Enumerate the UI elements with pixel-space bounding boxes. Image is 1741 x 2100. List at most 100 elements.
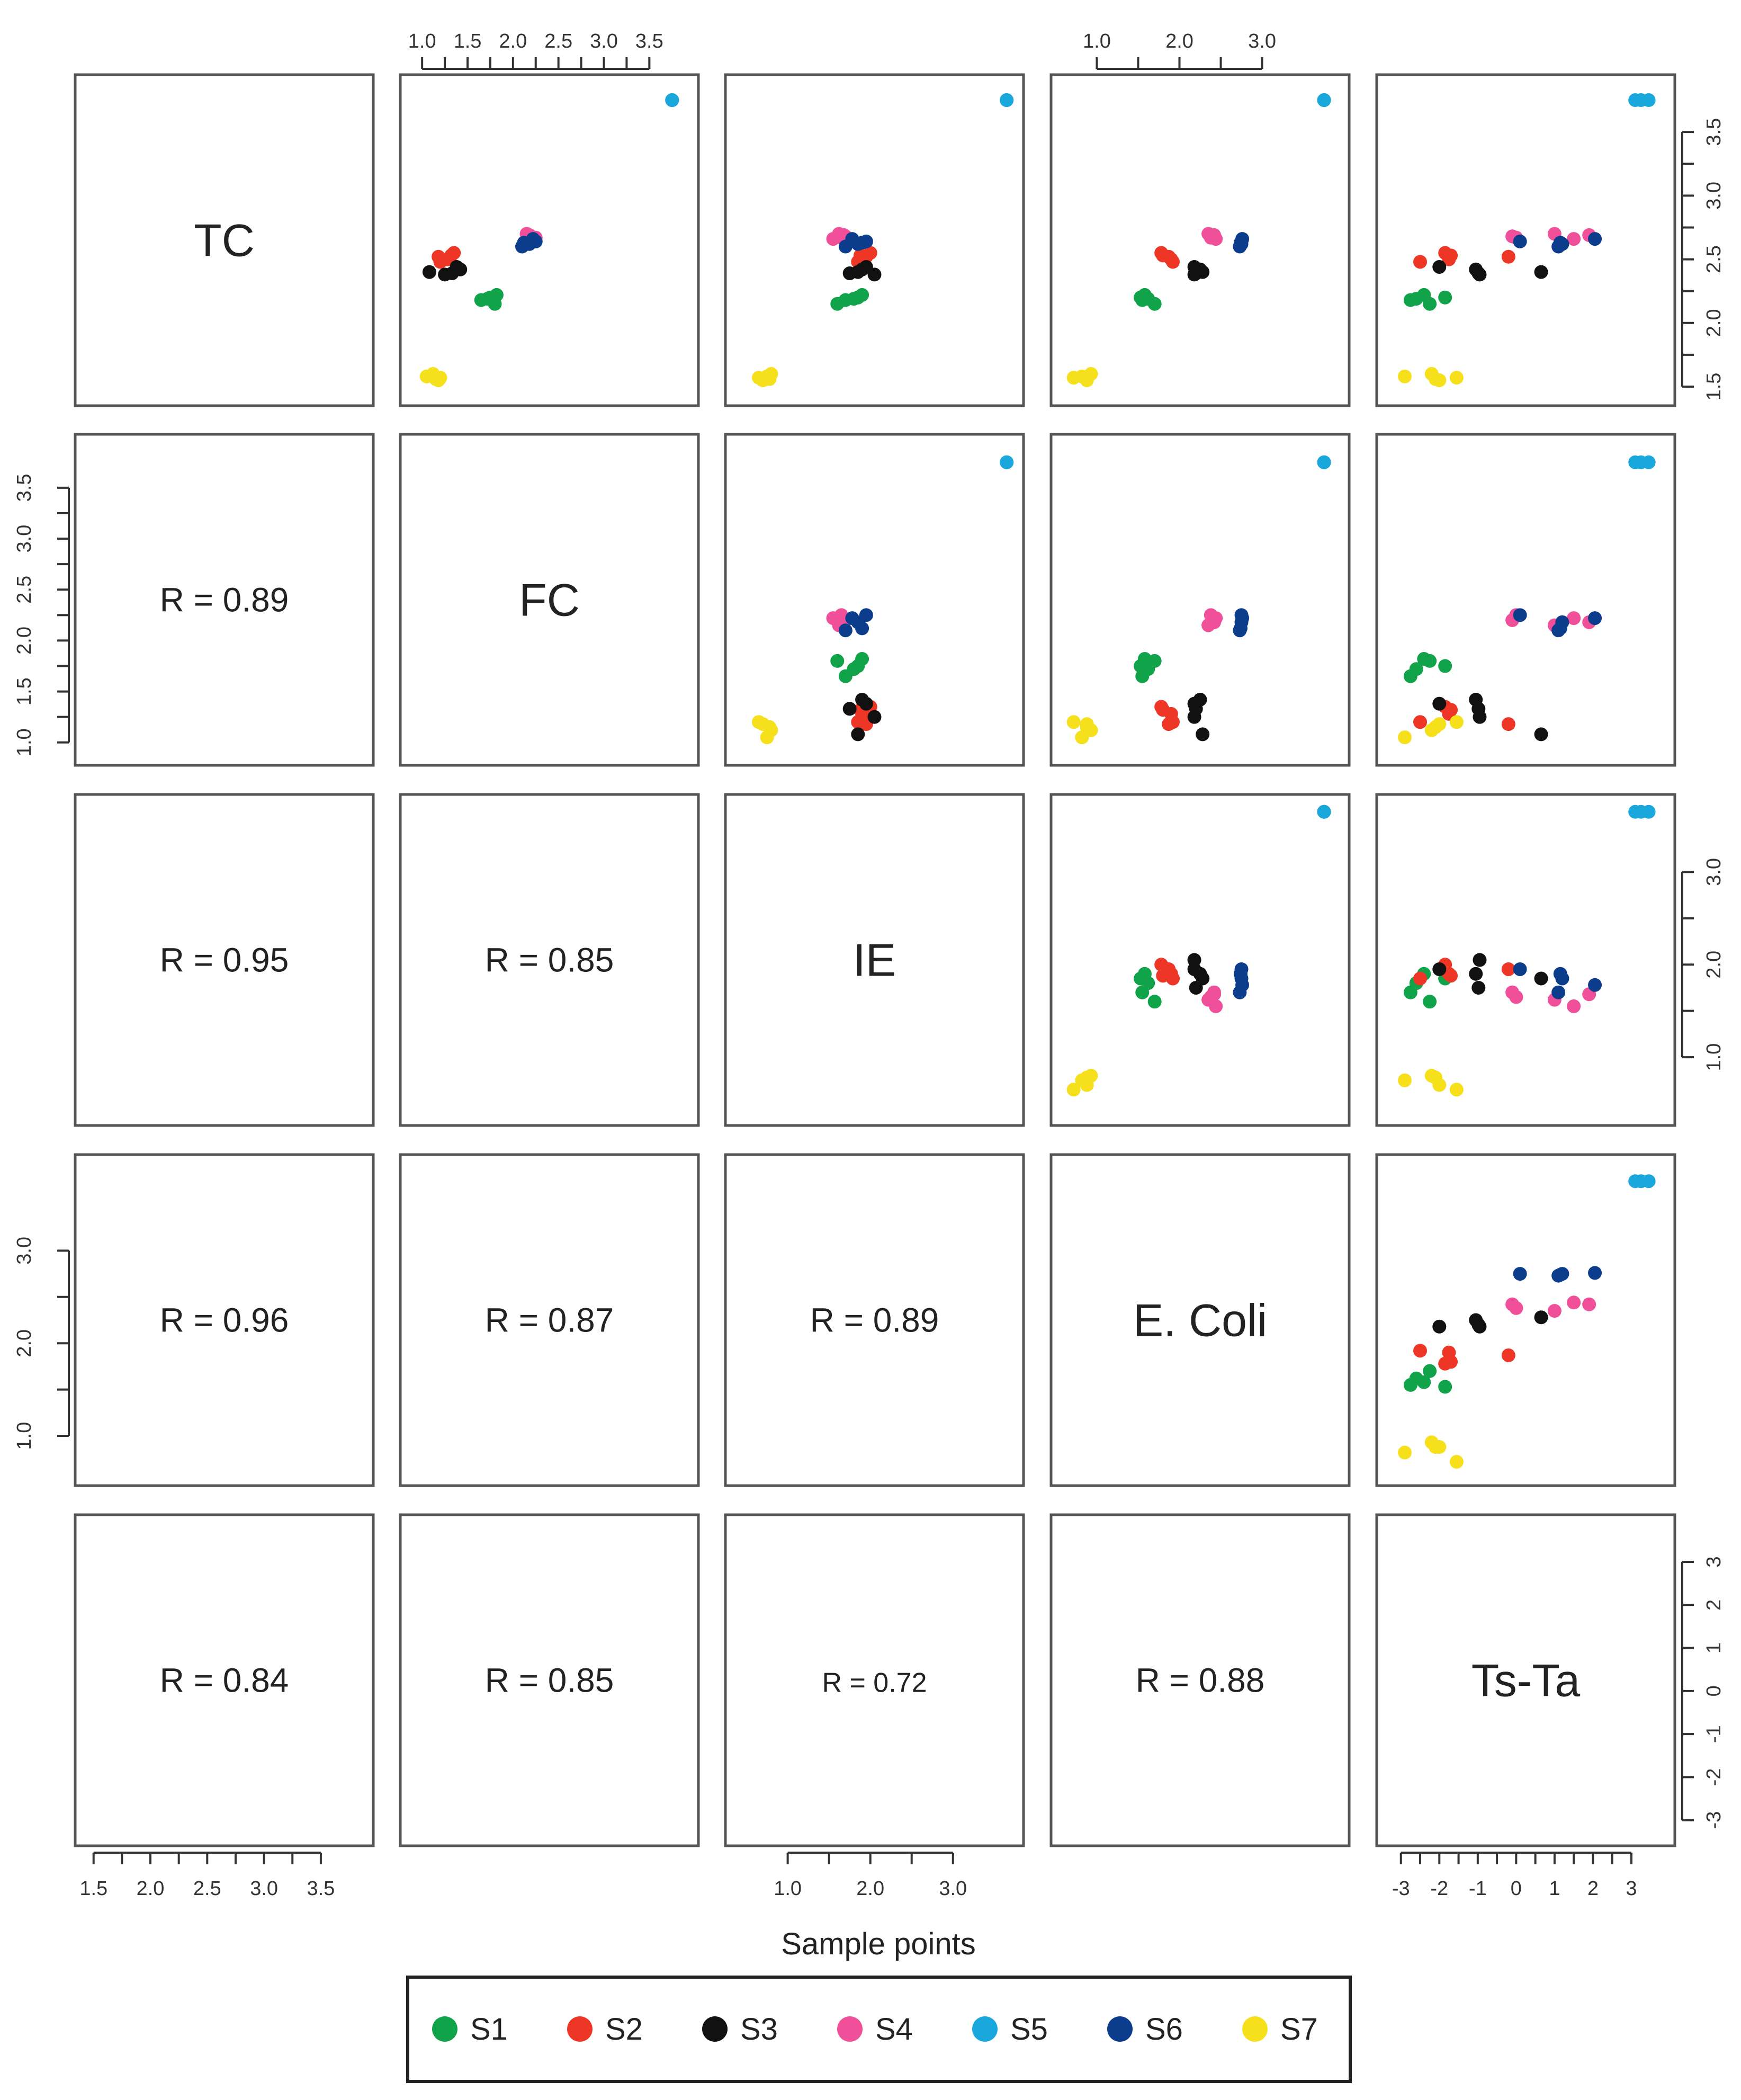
legend-item-s7: S7 bbox=[1242, 2012, 1318, 2047]
point-s1 bbox=[1137, 652, 1152, 666]
panel-r4-c2: R = 0.72 bbox=[724, 1513, 1025, 1847]
point-s7 bbox=[428, 372, 443, 386]
point-s3 bbox=[867, 710, 882, 724]
point-s3 bbox=[855, 262, 869, 276]
x-axis-title: Sample points bbox=[781, 1927, 976, 1961]
axis-tick-label: 2.5 bbox=[13, 576, 35, 604]
point-s1 bbox=[1417, 288, 1431, 302]
panel-frame bbox=[399, 1513, 700, 1847]
point-s1 bbox=[1423, 1364, 1437, 1378]
point-s7 bbox=[1398, 1073, 1412, 1087]
axis-tick-label: 2.0 bbox=[1703, 951, 1725, 979]
panel-r3-c2: R = 0.89 bbox=[724, 1153, 1025, 1487]
panel-r1-c1: FC bbox=[399, 433, 700, 767]
point-s7 bbox=[1429, 1070, 1443, 1085]
legend-marker bbox=[837, 2016, 863, 2042]
panel-r4-c0: R = 0.84 bbox=[74, 1513, 375, 1847]
axis-tick-label: -3 bbox=[1703, 1811, 1725, 1829]
point-s6 bbox=[1553, 236, 1567, 250]
axis-tick-label: 1 bbox=[1703, 1642, 1725, 1654]
point-s2 bbox=[1413, 1344, 1428, 1358]
axis-tick-label: 1.5 bbox=[454, 30, 482, 52]
point-s7 bbox=[1080, 720, 1094, 734]
point-s7 bbox=[1449, 1455, 1464, 1469]
point-s6 bbox=[855, 621, 869, 636]
point-s5 bbox=[1641, 805, 1656, 819]
axis-tick-label: 1 bbox=[1549, 1878, 1560, 1900]
panel-frame bbox=[1375, 1513, 1676, 1847]
panel-r0-c0: TC bbox=[74, 73, 375, 407]
panel-frame bbox=[724, 1513, 1025, 1847]
point-s2 bbox=[1156, 248, 1170, 263]
correlation-label: R = 0.72 bbox=[822, 1668, 927, 1699]
panel-frame bbox=[74, 793, 375, 1127]
legend-item-s4: S4 bbox=[837, 2012, 913, 2047]
point-s3 bbox=[453, 262, 468, 276]
point-s3 bbox=[1432, 696, 1447, 711]
axis-ie-right: 1.0 2.0 3.0 bbox=[1681, 858, 1725, 1071]
point-s3 bbox=[842, 266, 857, 281]
panel-r1-c3 bbox=[1049, 433, 1351, 767]
point-s6 bbox=[1588, 1266, 1602, 1280]
point-s7 bbox=[752, 715, 766, 729]
point-s3 bbox=[1432, 962, 1447, 976]
axis-tick-label: 2.0 bbox=[137, 1878, 165, 1900]
axis-tick-label: 3.5 bbox=[1703, 118, 1725, 146]
point-s6 bbox=[1513, 962, 1527, 976]
legend-marker bbox=[1107, 2016, 1133, 2042]
diagonal-label-e-coli: E. Coli bbox=[1133, 1295, 1267, 1346]
axis-tick-label: 1.0 bbox=[1083, 30, 1111, 52]
axis-tick-label: 2.5 bbox=[544, 30, 572, 52]
axis-tick-label: 3 bbox=[1703, 1556, 1725, 1567]
point-s6 bbox=[1553, 1267, 1567, 1282]
point-s1 bbox=[1438, 290, 1452, 305]
point-s7 bbox=[1398, 1445, 1412, 1460]
panel-frame bbox=[1375, 433, 1676, 767]
point-s1 bbox=[855, 288, 869, 302]
axis-tc-right: 1.5 2.0 2.5 3.0 3.5 bbox=[1681, 118, 1725, 400]
point-s3 bbox=[1473, 953, 1487, 967]
axis-tc-bottom: 1.5 2.0 2.5 3.0 3.5 bbox=[79, 1852, 335, 1900]
point-s3 bbox=[1534, 265, 1548, 279]
panel-r2-c0: R = 0.95 bbox=[74, 793, 375, 1127]
axis-tick-label: 2.0 bbox=[13, 1329, 35, 1357]
panel-frame bbox=[1049, 1153, 1351, 1487]
legend-item-s5: S5 bbox=[972, 2012, 1048, 2047]
point-s3 bbox=[1534, 971, 1548, 986]
axis-tick-label: 2.0 bbox=[1703, 309, 1725, 337]
point-s1 bbox=[1423, 995, 1437, 1009]
diagonal-label-tc: TC bbox=[194, 216, 255, 266]
axis-tick-label: 3.0 bbox=[590, 30, 618, 52]
point-s4 bbox=[1204, 608, 1218, 622]
diagonal-label-fc: FC bbox=[519, 575, 580, 626]
point-s1 bbox=[1137, 967, 1152, 981]
point-s3 bbox=[867, 267, 882, 282]
correlation-label: R = 0.95 bbox=[160, 941, 289, 979]
correlation-label: R = 0.87 bbox=[485, 1301, 614, 1339]
axis-tick-label: -1 bbox=[1703, 1725, 1725, 1743]
diagonal-label-ts-ta: Ts-Ta bbox=[1471, 1656, 1581, 1706]
point-s4 bbox=[834, 608, 849, 622]
axis-tick-label: 0 bbox=[1703, 1685, 1725, 1696]
point-s1 bbox=[1147, 995, 1162, 1009]
point-s7 bbox=[762, 372, 777, 386]
point-s3 bbox=[1471, 980, 1486, 995]
point-s2 bbox=[1444, 1355, 1458, 1369]
point-s7 bbox=[1080, 372, 1094, 386]
point-s5 bbox=[1000, 455, 1014, 469]
point-s6 bbox=[845, 611, 859, 625]
axis-tick-label: 3.0 bbox=[13, 1237, 35, 1265]
point-s3 bbox=[422, 265, 436, 279]
axis-tick-label: 3.5 bbox=[307, 1878, 335, 1900]
axis-tick-label: 2.0 bbox=[1165, 30, 1193, 52]
point-s3 bbox=[1534, 1310, 1548, 1325]
legend-item-s3: S3 bbox=[702, 2012, 778, 2047]
panel-r2-c2: IE bbox=[724, 793, 1025, 1127]
axis-tick-label: 3.0 bbox=[939, 1878, 967, 1900]
panel-frame bbox=[399, 1153, 700, 1487]
point-s7 bbox=[1429, 1440, 1443, 1454]
panel-r2-c1: R = 0.85 bbox=[399, 793, 700, 1127]
point-s5 bbox=[1641, 1174, 1656, 1188]
point-s1 bbox=[1438, 659, 1452, 673]
panel-frame bbox=[74, 1153, 375, 1487]
